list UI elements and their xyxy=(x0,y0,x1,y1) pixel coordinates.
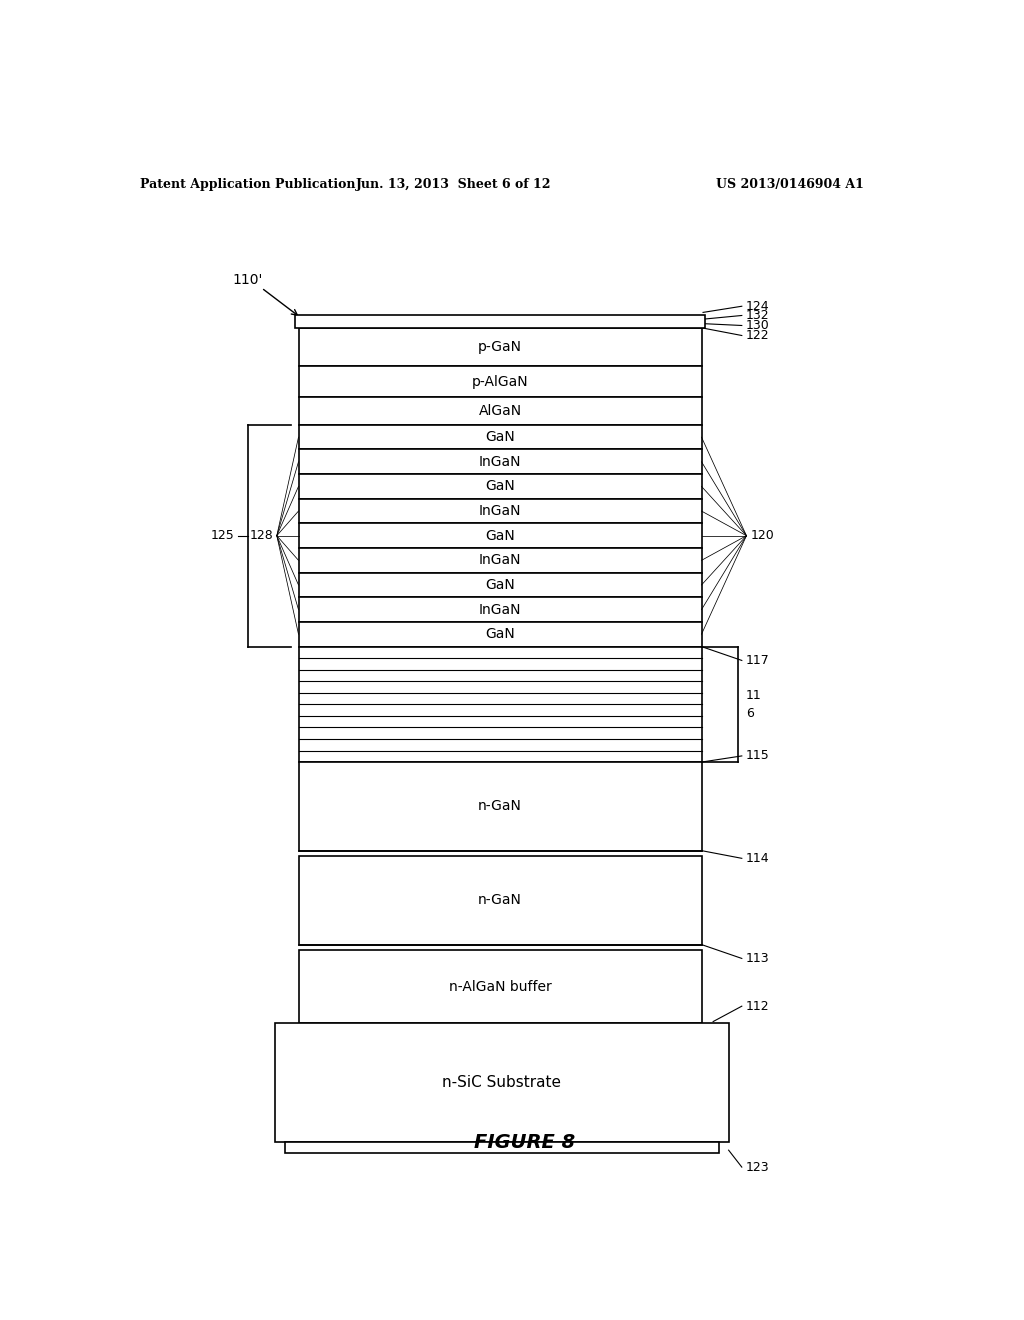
Bar xyxy=(299,499,701,524)
Bar xyxy=(299,573,701,598)
Bar xyxy=(285,1143,719,1154)
Text: GaN: GaN xyxy=(485,430,515,444)
Text: 122: 122 xyxy=(745,329,769,342)
Text: GaN: GaN xyxy=(485,578,515,591)
Bar xyxy=(275,1023,729,1143)
Text: p-AlGaN: p-AlGaN xyxy=(472,375,528,388)
Text: GaN: GaN xyxy=(485,627,515,642)
Text: Jun. 13, 2013  Sheet 6 of 12: Jun. 13, 2013 Sheet 6 of 12 xyxy=(355,178,551,190)
Bar xyxy=(299,474,701,499)
Text: 125: 125 xyxy=(210,529,234,543)
Text: Patent Application Publication: Patent Application Publication xyxy=(139,178,355,190)
Text: FIGURE 8: FIGURE 8 xyxy=(474,1133,575,1152)
Bar xyxy=(299,762,701,850)
Text: n-AlGaN buffer: n-AlGaN buffer xyxy=(449,979,551,994)
Text: p-GaN: p-GaN xyxy=(478,341,522,354)
Text: 117: 117 xyxy=(745,653,769,667)
Text: 114: 114 xyxy=(745,851,769,865)
Text: InGaN: InGaN xyxy=(479,553,521,568)
Text: GaN: GaN xyxy=(485,529,515,543)
Text: 115: 115 xyxy=(745,750,769,763)
Text: InGaN: InGaN xyxy=(479,455,521,469)
Bar xyxy=(299,397,701,425)
Text: 120: 120 xyxy=(751,529,774,543)
Bar xyxy=(299,598,701,622)
Text: 11: 11 xyxy=(745,689,762,702)
Bar xyxy=(299,857,701,945)
Bar xyxy=(299,524,701,548)
Text: 132: 132 xyxy=(745,309,769,322)
Text: InGaN: InGaN xyxy=(479,504,521,517)
Bar xyxy=(295,315,706,327)
Text: 123: 123 xyxy=(745,1160,769,1173)
Text: 128: 128 xyxy=(249,529,273,543)
Bar xyxy=(299,327,701,367)
Bar xyxy=(299,548,701,573)
Bar xyxy=(299,647,701,762)
Bar xyxy=(299,367,701,397)
Text: AlGaN: AlGaN xyxy=(478,404,521,418)
Bar xyxy=(299,450,701,474)
Bar xyxy=(299,622,701,647)
Text: US 2013/0146904 A1: US 2013/0146904 A1 xyxy=(717,178,864,190)
Text: InGaN: InGaN xyxy=(479,603,521,616)
Text: 6: 6 xyxy=(745,708,754,721)
Text: n-SiC Substrate: n-SiC Substrate xyxy=(442,1076,561,1090)
Text: n-GaN: n-GaN xyxy=(478,800,522,813)
Text: 112: 112 xyxy=(745,999,769,1012)
Text: 113: 113 xyxy=(745,952,769,965)
Bar xyxy=(299,950,701,1023)
Text: 130: 130 xyxy=(745,319,769,333)
Text: GaN: GaN xyxy=(485,479,515,494)
Text: 110': 110' xyxy=(232,273,263,286)
Text: 124: 124 xyxy=(745,300,769,313)
Bar xyxy=(299,425,701,450)
Text: n-GaN: n-GaN xyxy=(478,894,522,907)
